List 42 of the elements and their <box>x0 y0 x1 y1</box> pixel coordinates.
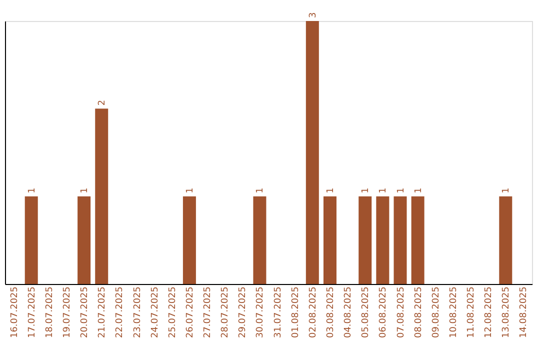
data-label: 1 <box>378 188 389 194</box>
x-tick-label: 05.08.2025 <box>361 286 372 338</box>
data-label: 1 <box>396 188 406 194</box>
x-tick-label: 23.07.2025 <box>132 286 143 338</box>
x-tick-label: 27.07.2025 <box>203 286 214 338</box>
x-tick-label: 24.07.2025 <box>150 286 160 338</box>
x-tick-label: 09.08.2025 <box>431 286 442 338</box>
data-label: 1 <box>185 188 196 194</box>
x-tick-label: 08.08.2025 <box>414 286 424 338</box>
x-tick-label: 16.07.2025 <box>10 286 20 338</box>
data-label: 3 <box>308 12 318 18</box>
x-tick-label: 03.08.2025 <box>326 286 336 338</box>
x-tick-label: 29.07.2025 <box>238 286 248 338</box>
x-tick-label: 31.07.2025 <box>273 286 284 338</box>
data-label: 1 <box>361 188 372 194</box>
x-tick-label: 07.08.2025 <box>396 286 406 338</box>
data-label: 1 <box>326 188 336 194</box>
x-tick-label: 06.08.2025 <box>378 286 389 338</box>
x-tick-label: 19.07.2025 <box>62 286 72 338</box>
data-label: 1 <box>80 188 90 194</box>
x-tick-label: 21.07.2025 <box>98 286 108 338</box>
x-tick-label: 26.07.2025 <box>185 286 196 338</box>
data-label: 1 <box>502 188 512 194</box>
x-tick-label: 30.07.2025 <box>256 286 266 338</box>
data-label: 1 <box>256 188 266 194</box>
x-tick-label: 01.08.2025 <box>290 286 301 338</box>
data-label: 1 <box>414 188 424 194</box>
data-label: 1 <box>27 188 38 194</box>
x-tick-label: 18.07.2025 <box>44 286 55 338</box>
x-tick-label: 10.08.2025 <box>448 286 459 338</box>
x-tick-label: 20.07.2025 <box>80 286 90 338</box>
x-tick-label: 14.08.2025 <box>519 286 530 338</box>
x-tick-label: 25.07.2025 <box>168 286 178 338</box>
x-tick-label: 13.08.2025 <box>502 286 512 338</box>
x-tick-label: 12.08.2025 <box>484 286 494 338</box>
data-label: 2 <box>98 100 108 106</box>
x-tick-label: 17.07.2025 <box>27 286 38 338</box>
x-tick-label: 11.08.2025 <box>466 286 477 338</box>
x-tick-label: 22.07.2025 <box>115 286 126 338</box>
x-tick-label: 02.08.2025 <box>308 286 318 338</box>
x-tick-label: 28.07.2025 <box>220 286 231 338</box>
x-tick-label: 04.08.2025 <box>344 286 354 338</box>
